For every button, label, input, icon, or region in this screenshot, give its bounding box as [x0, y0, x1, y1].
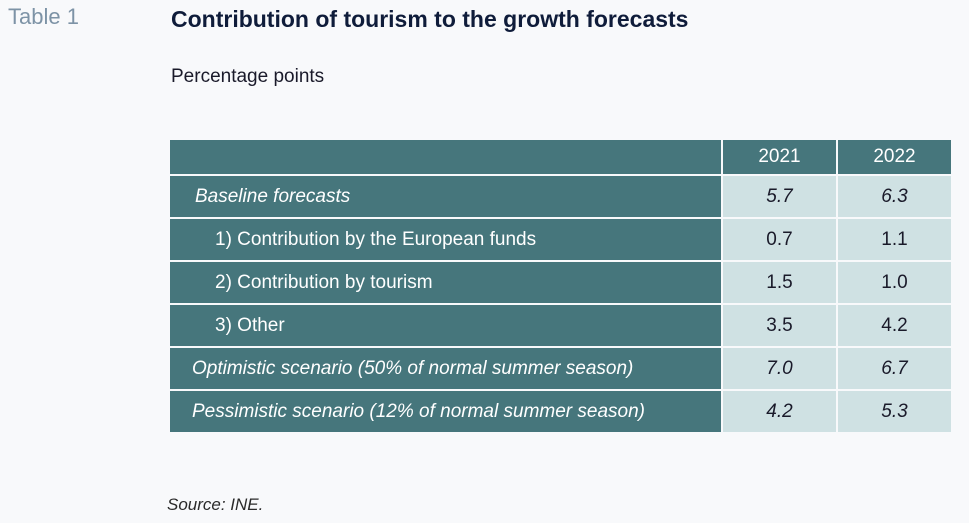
- table-row: Pessimistic scenario (12% of normal summ…: [170, 391, 962, 432]
- cell-value: 3.5: [723, 305, 836, 346]
- cell-value: 6.3: [838, 176, 951, 217]
- header-label-cell: [170, 140, 721, 174]
- page-title: Contribution of tourism to the growth fo…: [171, 6, 689, 32]
- table-row: 1) Contribution by the European funds 0.…: [170, 219, 962, 260]
- cell-value: 7.0: [723, 348, 836, 389]
- table-row: Baseline forecasts 5.7 6.3: [170, 176, 962, 217]
- row-label-pessimistic: Pessimistic scenario (12% of normal summ…: [170, 391, 721, 432]
- data-table: 2021 2022 Baseline forecasts 5.7 6.3 1) …: [170, 140, 962, 434]
- cell-value: 5.7: [723, 176, 836, 217]
- cell-value: 0.7: [723, 219, 836, 260]
- source-note: Source: INE.: [167, 495, 264, 514]
- row-label-european-funds: 1) Contribution by the European funds: [170, 219, 721, 260]
- table-row: Optimistic scenario (50% of normal summe…: [170, 348, 962, 389]
- subtitle: Percentage points: [171, 66, 325, 87]
- table-header-row: 2021 2022: [170, 140, 962, 174]
- row-label-other: 3) Other: [170, 305, 721, 346]
- cell-value: 4.2: [838, 305, 951, 346]
- row-label-tourism: 2) Contribution by tourism: [170, 262, 721, 303]
- column-header-2021: 2021: [723, 140, 836, 174]
- table-number: Table 1: [8, 4, 79, 29]
- table-row: 3) Other 3.5 4.2: [170, 305, 962, 346]
- cell-value: 5.3: [838, 391, 951, 432]
- row-label-optimistic: Optimistic scenario (50% of normal summe…: [170, 348, 721, 389]
- cell-value: 6.7: [838, 348, 951, 389]
- cell-value: 1.5: [723, 262, 836, 303]
- row-label-baseline: Baseline forecasts: [170, 176, 721, 217]
- cell-value: 1.0: [838, 262, 951, 303]
- cell-value: 4.2: [723, 391, 836, 432]
- table-row: 2) Contribution by tourism 1.5 1.0: [170, 262, 962, 303]
- column-header-2022: 2022: [838, 140, 951, 174]
- cell-value: 1.1: [838, 219, 951, 260]
